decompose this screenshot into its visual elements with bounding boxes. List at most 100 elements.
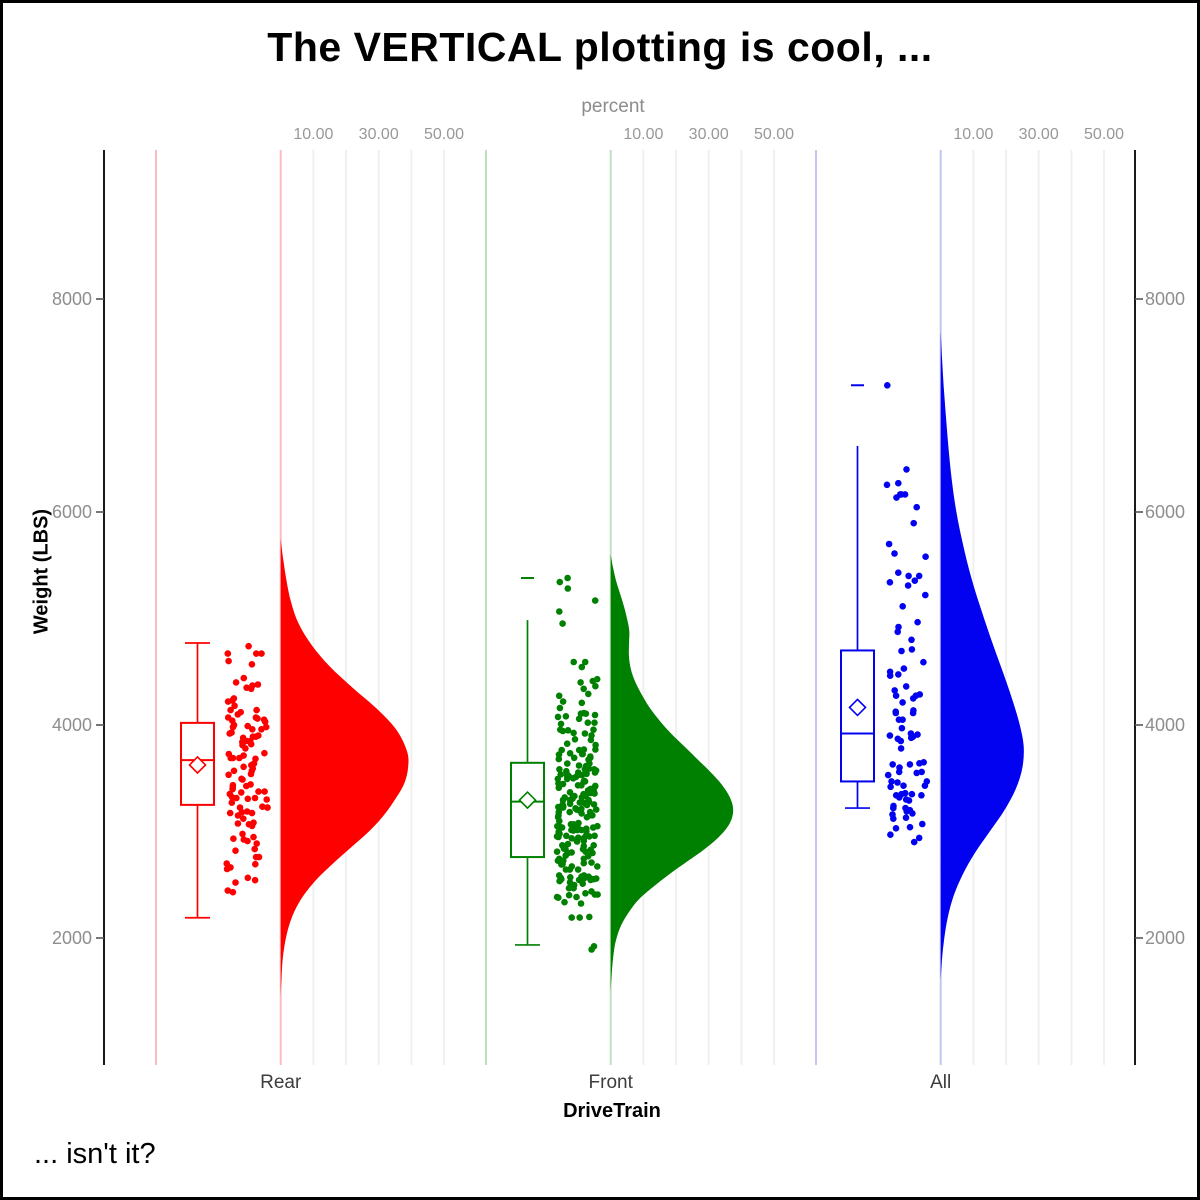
- jitter-point: [229, 754, 237, 762]
- jitter-point: [557, 720, 565, 728]
- jitter-point: [565, 891, 573, 899]
- top-tick-label: 10.00: [293, 126, 334, 143]
- y-tick-label-right: 4000: [1145, 715, 1186, 735]
- y-tick-label-right: 8000: [1145, 289, 1186, 309]
- jitter-point: [260, 716, 268, 723]
- jitter-point: [897, 745, 905, 752]
- jitter-point: [564, 727, 572, 734]
- jitter-strip-all: [883, 382, 931, 846]
- jitter-point: [252, 860, 259, 868]
- jitter-point: [559, 801, 566, 808]
- jitter-point: [904, 582, 912, 589]
- jitter-point: [890, 802, 897, 810]
- jitter-point: [590, 786, 597, 794]
- jitter-point: [228, 793, 236, 801]
- jitter-point: [228, 799, 236, 806]
- jitter-point: [585, 798, 593, 806]
- jitter-point: [229, 785, 236, 793]
- jitter-point: [557, 726, 564, 733]
- jitter-point: [247, 737, 254, 745]
- jitter-point: [568, 914, 575, 921]
- jitter-point: [565, 773, 573, 780]
- jitter-point: [892, 708, 899, 715]
- jitter-point: [564, 585, 572, 592]
- jitter-point: [230, 767, 238, 775]
- jitter-point: [554, 713, 562, 721]
- jitter-point: [580, 872, 588, 879]
- jitter-point: [578, 699, 586, 707]
- jitter-point: [908, 636, 915, 644]
- jitter-point: [264, 804, 271, 811]
- top-tick-label: 50.00: [754, 126, 795, 143]
- jitter-point: [585, 690, 592, 698]
- jitter-point: [895, 716, 903, 723]
- jitter-point: [564, 760, 571, 767]
- jitter-point: [891, 550, 898, 557]
- jitter-point: [586, 874, 593, 882]
- jitter-point: [588, 859, 595, 866]
- jitter-point: [566, 879, 574, 886]
- jitter-point: [230, 835, 237, 842]
- jitter-point: [253, 706, 260, 714]
- jitter-point: [578, 663, 586, 671]
- jitter-point: [587, 753, 594, 760]
- half-violin-rear: [280, 538, 409, 997]
- jitter-point: [591, 832, 598, 840]
- jitter-point: [224, 650, 232, 657]
- jitter-point: [922, 591, 929, 599]
- jitter-point: [556, 608, 563, 615]
- jitter-point: [590, 766, 598, 773]
- jitter-point: [570, 754, 578, 762]
- top-tick-label: 50.00: [424, 126, 465, 143]
- mean-diamond-rear: [188, 755, 207, 775]
- jitter-point: [575, 762, 583, 769]
- jitter-point: [553, 848, 561, 855]
- jitter-point: [574, 771, 582, 779]
- jitter-point: [567, 821, 575, 828]
- jitter-point: [581, 730, 589, 737]
- jitter-point: [903, 808, 910, 815]
- jitter-point: [908, 646, 916, 653]
- jitter-point: [562, 713, 570, 720]
- jitter-point: [887, 783, 894, 791]
- jitter-point: [573, 826, 581, 834]
- jitter-point: [892, 692, 900, 699]
- jitter-point: [237, 708, 244, 716]
- jitter-point: [884, 382, 891, 389]
- jitter-point: [244, 795, 252, 803]
- jitter-point: [261, 749, 268, 757]
- jitter-point: [238, 809, 246, 816]
- jitter-point: [239, 741, 246, 749]
- jitter-point: [914, 731, 921, 738]
- jitter-point: [234, 820, 242, 827]
- jitter-point: [258, 650, 265, 657]
- jitter-point: [558, 746, 565, 754]
- jitter-point: [909, 810, 916, 817]
- jitter-point: [914, 618, 921, 626]
- jitter-point: [229, 697, 236, 704]
- jitter-point: [236, 754, 243, 762]
- jitter-point: [900, 665, 908, 672]
- jitter-point: [910, 707, 917, 714]
- jitter-point: [915, 834, 923, 842]
- jitter-point: [907, 730, 915, 737]
- jitter-point: [594, 863, 601, 870]
- jitter-point: [564, 574, 571, 582]
- jitter-point: [594, 822, 601, 830]
- jitter-point: [240, 763, 247, 771]
- jitter-point: [570, 884, 577, 892]
- jitter-point: [902, 683, 910, 690]
- jitter-point: [898, 724, 906, 732]
- jitter-point: [587, 736, 595, 744]
- jitter-point: [574, 834, 582, 841]
- jitter-point: [892, 825, 900, 832]
- jitter-point: [570, 658, 577, 666]
- jitter-point: [888, 778, 895, 785]
- jitter-point: [225, 657, 232, 665]
- jitter-point: [566, 800, 574, 808]
- jitter-point: [894, 628, 901, 636]
- jitter-point: [913, 503, 920, 511]
- jitter-point: [223, 865, 231, 873]
- jitter-point: [591, 597, 599, 604]
